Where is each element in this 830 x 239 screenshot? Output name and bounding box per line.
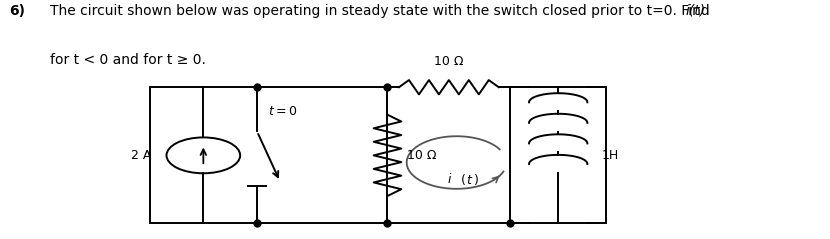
Text: 1H: 1H	[601, 149, 618, 162]
Text: 6): 6)	[9, 4, 25, 18]
Text: The circuit shown below was operating in steady state with the switch closed pri: The circuit shown below was operating in…	[50, 4, 714, 18]
Text: $i$: $i$	[447, 172, 452, 186]
Text: $t=0$: $t=0$	[268, 105, 297, 118]
Text: i(t): i(t)	[686, 4, 706, 18]
Text: 10 Ω: 10 Ω	[407, 149, 437, 162]
Text: 10 Ω: 10 Ω	[434, 55, 464, 68]
Text: $(\,t\,)$: $(\,t\,)$	[461, 172, 480, 187]
Text: for t < 0 and for t ≥ 0.: for t < 0 and for t ≥ 0.	[50, 53, 206, 67]
Text: 2 A: 2 A	[131, 149, 151, 162]
